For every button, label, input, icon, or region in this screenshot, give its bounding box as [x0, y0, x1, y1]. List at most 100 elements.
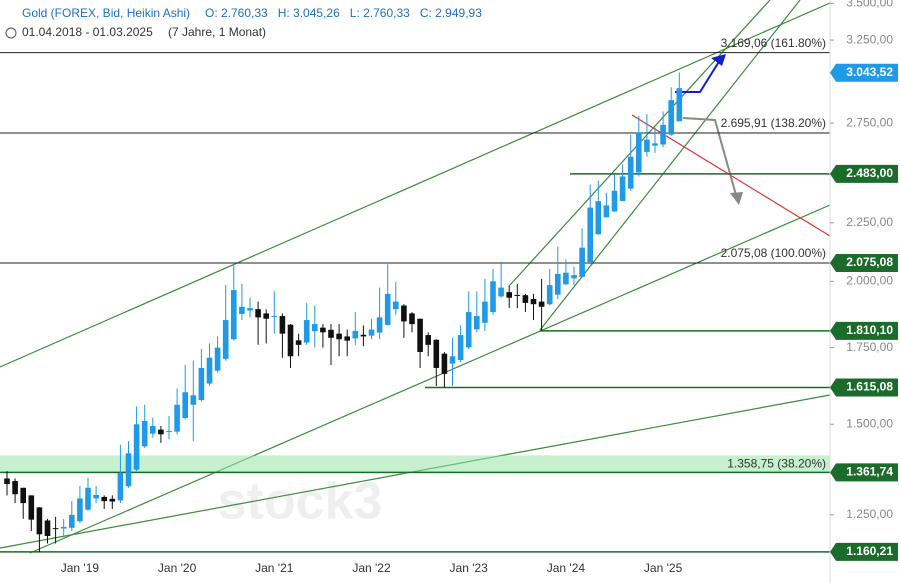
- price-tag-label: 1.160,21: [846, 544, 893, 558]
- candle-body: [360, 334, 367, 337]
- candle-body: [441, 353, 448, 374]
- candle-body: [174, 404, 180, 432]
- candle-body: [644, 139, 650, 152]
- candle-body: [109, 498, 116, 502]
- trend-line: [29, 204, 831, 554]
- candle-body: [198, 367, 205, 401]
- candle-body: [595, 201, 602, 235]
- candle-body: [344, 336, 350, 341]
- candle-body: [255, 309, 261, 318]
- candle-body: [182, 392, 188, 419]
- price-tag: [830, 378, 898, 397]
- y-tick-label: 1.750,00: [846, 340, 893, 354]
- candle-body: [627, 156, 634, 189]
- level-label: 2.695,91 (138.20%): [721, 116, 826, 130]
- x-tick-label: Jan '25: [644, 561, 683, 575]
- candle-body: [141, 420, 148, 447]
- candle-body: [676, 88, 683, 122]
- candle-body: [401, 305, 407, 322]
- candle-body: [368, 329, 375, 336]
- x-tick-label: Jan '21: [255, 561, 294, 575]
- level-band: [0, 455, 830, 474]
- price-tag-label: 1.615,08: [846, 380, 893, 394]
- price-tag-label: 3.043,52: [846, 65, 893, 79]
- candle-body: [530, 299, 537, 305]
- candle-body: [555, 273, 561, 295]
- candle-body: [482, 301, 488, 323]
- candle-body: [12, 481, 18, 495]
- candle-body: [44, 520, 51, 536]
- candle-body: [93, 494, 99, 499]
- candle-body: [36, 507, 43, 535]
- price-tag-label: 2.483,00: [846, 166, 893, 180]
- candle-body: [166, 430, 172, 432]
- candle-body: [28, 495, 35, 520]
- candle-body: [376, 317, 383, 333]
- clock-icon: [5, 27, 17, 39]
- arrow-head: [730, 192, 743, 205]
- candle-body: [101, 496, 107, 502]
- price-tag: [830, 164, 898, 183]
- candle-body: [247, 308, 253, 311]
- candle-body: [222, 320, 229, 359]
- price-tag: [830, 542, 898, 561]
- candle-body: [295, 340, 302, 345]
- arrow: [675, 59, 721, 93]
- price-tag: [830, 463, 898, 482]
- candle-body: [271, 316, 278, 318]
- candle-body: [522, 295, 529, 303]
- candle-body: [239, 306, 245, 314]
- period: (7 Jahre, 1 Monat): [168, 25, 266, 39]
- y-axis-bg: [830, 0, 900, 583]
- trend-line: [0, 2, 831, 368]
- y-tick-label: 1.250,00: [846, 507, 893, 521]
- candle-body: [619, 176, 626, 201]
- level-label: 3.169,06 (161.80%): [721, 36, 826, 50]
- y-tick-label: 2.250,00: [846, 215, 893, 229]
- level-label: 1.358,75 (38.20%): [727, 457, 826, 471]
- x-tick-label: Jan '23: [450, 561, 489, 575]
- candle-body: [474, 316, 480, 330]
- price-tag-label: 1.810,10: [846, 323, 893, 337]
- candle-body: [60, 526, 67, 529]
- candle-body: [603, 205, 610, 218]
- candle-body: [320, 327, 326, 333]
- ohlc-value: C: 2.949,93: [420, 6, 482, 20]
- candle-body: [231, 290, 237, 340]
- candle-body: [303, 320, 310, 343]
- candle-body: [206, 357, 213, 384]
- watermark: stock3: [218, 473, 383, 531]
- candle-body: [636, 132, 642, 173]
- candle-body: [77, 498, 83, 522]
- candle-body: [514, 294, 521, 296]
- y-tick-label: 2.750,00: [846, 115, 893, 129]
- x-tick-label: Jan '19: [61, 561, 100, 575]
- ohlc-value: O: 2.760,33: [205, 6, 268, 20]
- candle-body: [117, 472, 124, 501]
- chart-title: Gold (FOREX, Bid, Heikin Ashi): [22, 6, 190, 20]
- y-tick-label: 3.250,00: [846, 32, 893, 46]
- candle-body: [465, 312, 472, 348]
- candle-body: [546, 285, 553, 305]
- candle-body: [312, 324, 318, 332]
- candle-body: [69, 514, 75, 528]
- candle-body: [498, 287, 504, 297]
- candle-body: [4, 478, 10, 485]
- candle-body: [506, 292, 512, 298]
- candle-body: [490, 281, 496, 313]
- candle-body: [20, 487, 26, 504]
- candle-body: [587, 207, 593, 263]
- candle-body: [660, 124, 666, 145]
- price-tag: [830, 254, 898, 273]
- candle-body: [287, 324, 294, 357]
- price-tag: [830, 321, 898, 340]
- arrow-head: [711, 54, 726, 66]
- level-label: 2.075,08 (100.00%): [721, 246, 826, 260]
- candle-body: [133, 424, 140, 470]
- ohlc-value: H: 3.045,26: [278, 6, 340, 20]
- candle-body: [457, 335, 464, 361]
- candle-body: [150, 425, 156, 434]
- candle-body: [433, 339, 440, 368]
- y-tick-label: 3.500,00: [846, 0, 893, 9]
- y-tick-label: 1.500,00: [846, 416, 893, 430]
